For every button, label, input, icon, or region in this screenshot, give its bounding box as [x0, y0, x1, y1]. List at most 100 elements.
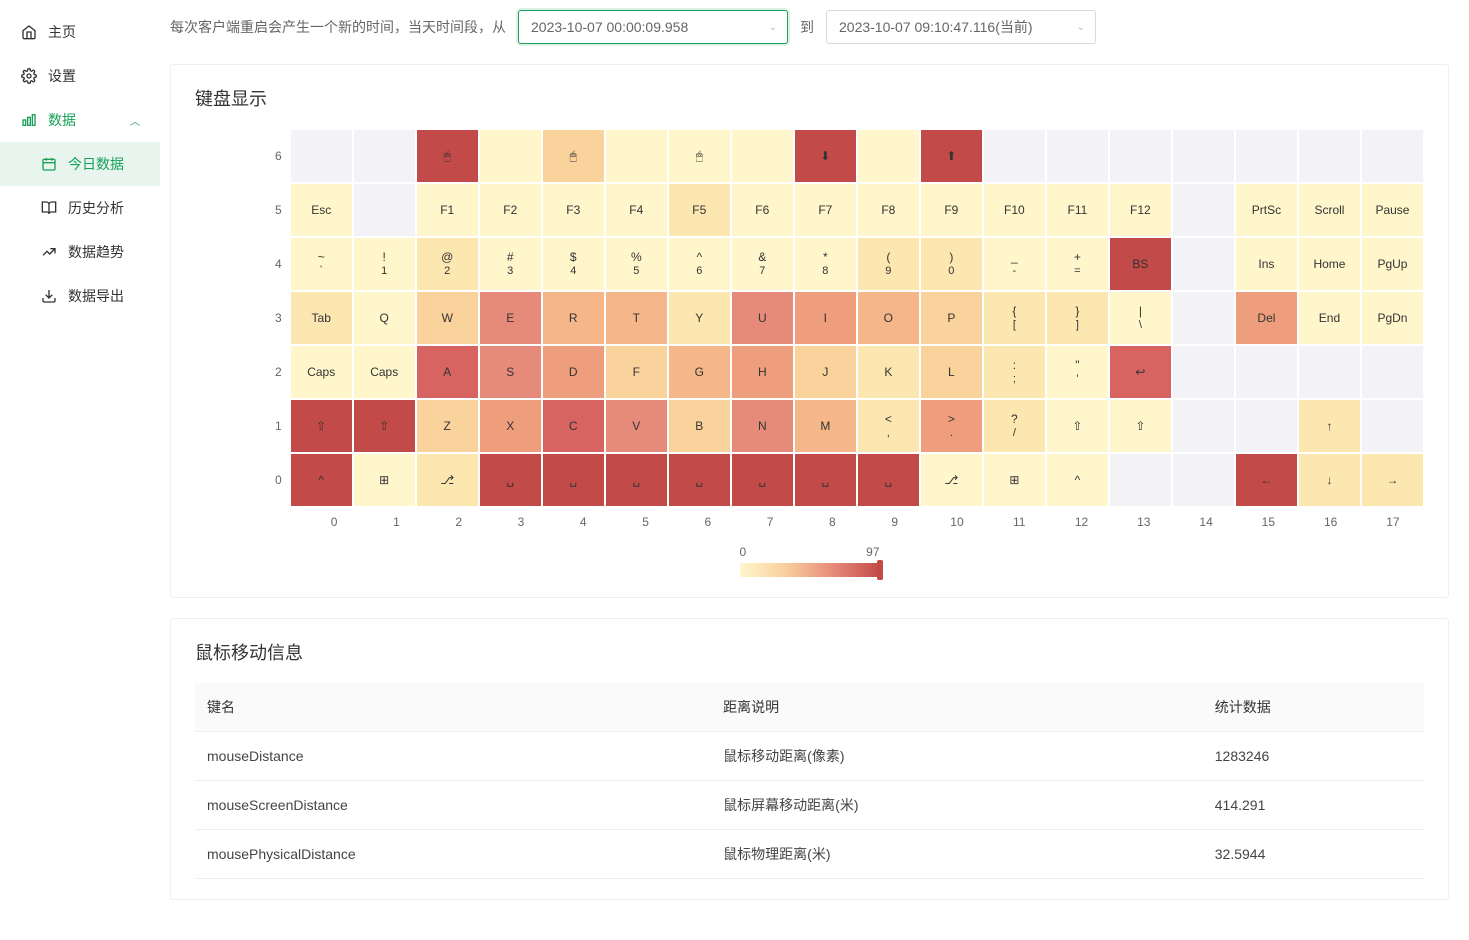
nav-home[interactable]: 主页	[0, 10, 160, 54]
keyboard-key: ^	[290, 453, 353, 507]
download-icon	[40, 287, 58, 305]
time-from-select[interactable]: 2023-10-07 00:00:09.958 ⌄	[518, 10, 788, 44]
keyboard-key	[290, 129, 353, 183]
keyboard-key: |\	[1109, 291, 1172, 345]
x-axis-label: 0	[303, 507, 365, 529]
table-cell: mousePhysicalDistance	[195, 830, 711, 879]
table-cell: mouseDistance	[195, 732, 711, 781]
main-content: 每次客户端重启会产生一个新的时间，当天时间段，从 2023-10-07 00:0…	[160, 0, 1469, 940]
nav-today[interactable]: 今日数据	[0, 142, 160, 186]
gear-icon	[20, 67, 38, 85]
keyboard-key: I	[794, 291, 857, 345]
keyboard-key: ␣	[857, 453, 920, 507]
keyboard-key: F11	[1046, 183, 1109, 237]
keyboard-heatmap: 6543210 🖱🖱🖱⬇⬆EscF1F2F3F4F5F6F7F8F9F10F11…	[275, 129, 1424, 507]
keyboard-key	[1172, 183, 1235, 237]
legend-gradient[interactable]	[740, 563, 880, 577]
keyboard-key: &7	[731, 237, 794, 291]
nav-history[interactable]: 历史分析	[0, 186, 160, 230]
x-axis-label: 4	[552, 507, 614, 529]
keyboard-key: :;	[983, 345, 1046, 399]
calendar-icon	[40, 155, 58, 173]
keyboard-key: ?/	[983, 399, 1046, 453]
keyboard-key: V	[605, 399, 668, 453]
table-cell: 414.291	[1203, 781, 1424, 830]
keyboard-key: %5	[605, 237, 668, 291]
nav-history-label: 历史分析	[68, 198, 140, 218]
nav-data[interactable]: 数据 ︿	[0, 98, 160, 142]
keyboard-key: ↑	[1298, 399, 1361, 453]
keyboard-key: J	[794, 345, 857, 399]
keyboard-key: ^6	[668, 237, 731, 291]
nav-export[interactable]: 数据导出	[0, 274, 160, 318]
heatmap-legend: 0 97	[195, 545, 1424, 577]
x-axis-label: 1	[365, 507, 427, 529]
keyboard-key: )0	[920, 237, 983, 291]
keyboard-key: F7	[794, 183, 857, 237]
nav-export-label: 数据导出	[68, 286, 140, 306]
x-axis-label: 10	[926, 507, 988, 529]
keyboard-key: F10	[983, 183, 1046, 237]
keyboard-key: Q	[353, 291, 416, 345]
x-axis-label: 16	[1300, 507, 1362, 529]
keyboard-key: ⬆	[920, 129, 983, 183]
nav-trends[interactable]: 数据趋势	[0, 230, 160, 274]
keyboard-key: #3	[479, 237, 542, 291]
keyboard-key: @2	[416, 237, 479, 291]
keyboard-key: *8	[794, 237, 857, 291]
keyboard-key: M	[794, 399, 857, 453]
keyboard-key: ␣	[542, 453, 605, 507]
chevron-up-icon: ︿	[130, 113, 140, 128]
keyboard-key: F2	[479, 183, 542, 237]
filter-bar: 每次客户端重启会产生一个新的时间，当天时间段，从 2023-10-07 00:0…	[170, 10, 1449, 44]
keyboard-key: ␣	[479, 453, 542, 507]
legend-handle[interactable]	[877, 560, 883, 580]
keyboard-key: _-	[983, 237, 1046, 291]
table-header: 距离说明	[711, 683, 1203, 732]
keyboard-key: F1	[416, 183, 479, 237]
keyboard-key: G	[668, 345, 731, 399]
chevron-down-icon: ⌄	[769, 22, 777, 33]
keyboard-key: Pause	[1361, 183, 1424, 237]
home-icon	[20, 23, 38, 41]
keyboard-key	[353, 129, 416, 183]
keyboard-key: T	[605, 291, 668, 345]
keyboard-key: W	[416, 291, 479, 345]
time-to-select[interactable]: 2023-10-07 09:10:47.116(当前) ⌄	[826, 10, 1096, 44]
analytics-icon	[20, 111, 38, 129]
keyboard-key: 🖱	[416, 129, 479, 183]
filter-to-label: 到	[800, 17, 814, 37]
keyboard-key: H	[731, 345, 794, 399]
keyboard-key: ←	[1235, 453, 1298, 507]
keyboard-key: ␣	[668, 453, 731, 507]
keyboard-key: ⇧	[290, 399, 353, 453]
keyboard-key: Z	[416, 399, 479, 453]
y-axis-label: 6	[275, 129, 282, 183]
keyboard-key: ⇧	[353, 399, 416, 453]
keyboard-key: S	[479, 345, 542, 399]
table-header: 统计数据	[1203, 683, 1424, 732]
keyboard-key	[1172, 237, 1235, 291]
sidebar: 主页 设置 数据 ︿ 今日数据 历史分析 数据趋势	[0, 0, 160, 940]
x-axis-label: 11	[988, 507, 1050, 529]
nav-trends-label: 数据趋势	[68, 242, 140, 262]
table-cell: 鼠标物理距离(米)	[711, 830, 1203, 879]
nav-settings[interactable]: 设置	[0, 54, 160, 98]
table-row: mousePhysicalDistance鼠标物理距离(米)32.5944	[195, 830, 1424, 879]
keyboard-key: !1	[353, 237, 416, 291]
keyboard-key	[857, 129, 920, 183]
keyboard-key: D	[542, 345, 605, 399]
keyboard-key	[1172, 453, 1235, 507]
heatmap-row: ^⊞⎇␣␣␣␣␣␣␣⎇⊞^←↓→	[290, 453, 1424, 507]
keyboard-title: 键盘显示	[195, 85, 1424, 111]
keyboard-key: →	[1361, 453, 1424, 507]
heatmap-row: CapsCapsASDFGHJKL:;"'↩	[290, 345, 1424, 399]
keyboard-key: O	[857, 291, 920, 345]
keyboard-key	[1235, 399, 1298, 453]
keyboard-key	[1172, 129, 1235, 183]
keyboard-key: ^	[1046, 453, 1109, 507]
keyboard-key	[1235, 129, 1298, 183]
keyboard-key: ~`	[290, 237, 353, 291]
keyboard-key	[983, 129, 1046, 183]
x-axis-label: 17	[1362, 507, 1424, 529]
